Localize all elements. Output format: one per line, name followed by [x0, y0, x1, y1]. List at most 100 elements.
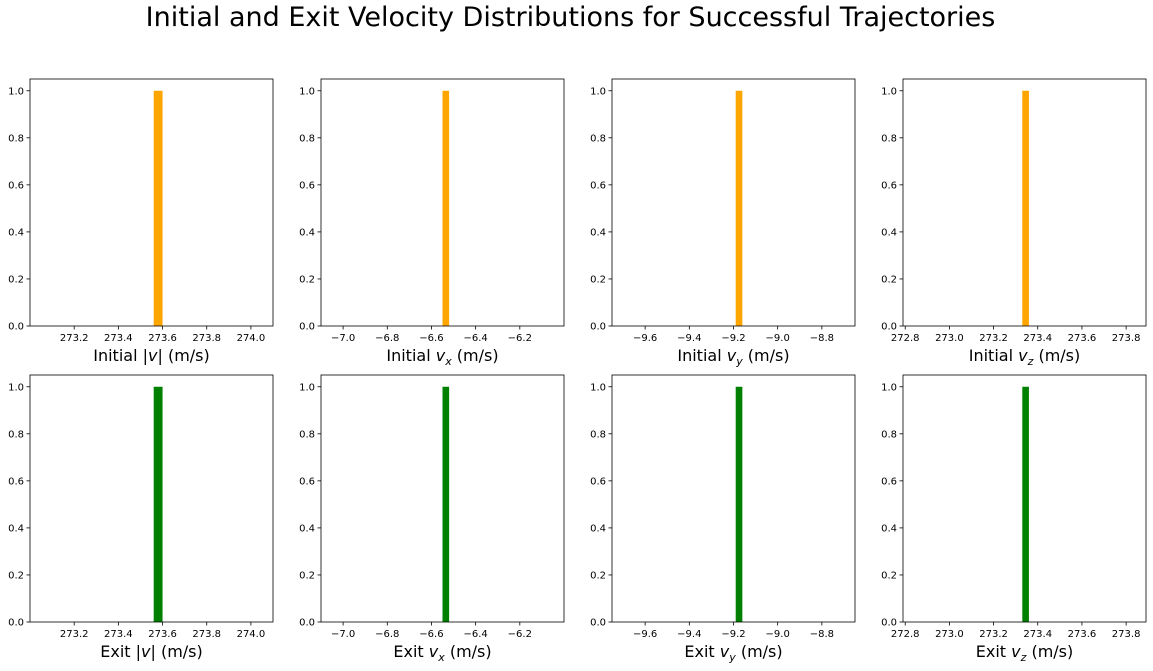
x-tick-label: 273.0: [935, 629, 964, 640]
x-tick-label: 273.2: [60, 629, 89, 640]
y-tick-label: 0.2: [590, 274, 606, 285]
x-tick-label: 273.2: [979, 629, 1008, 640]
axes-frame: [29, 78, 274, 327]
y-tick-label: 1.0: [299, 382, 315, 393]
x-tick-label: −6.8: [375, 333, 399, 344]
y-tick-label: 0.2: [881, 274, 897, 285]
y-tick-label: 0.8: [299, 133, 315, 144]
y-tick-label: 0.6: [881, 180, 897, 191]
y-tick-label: 0.8: [8, 133, 24, 144]
x-axis-label: Exit vx (m/s): [393, 642, 491, 664]
y-tick-label: 1.0: [881, 382, 897, 393]
x-tick-label: 273.8: [192, 629, 221, 640]
subplot-exit-4: 0.0 0.2 0.4 0.6 0.8 1.0 272.8 273.0 273.2 273.4 27…: [881, 374, 1147, 664]
y-tick-label: 0.4: [299, 227, 315, 238]
x-tick-label: 273.2: [60, 333, 89, 344]
subplot-exit-2: 0.0 0.2 0.4 0.6 0.8 1.0 −7.0 −6.8 −6.6 −6.4 −6.2 Ex…: [299, 374, 565, 664]
y-tick-label: 0.0: [299, 322, 315, 333]
x-axis-label: Exit vy (m/s): [684, 642, 782, 664]
x-tick-label: 273.8: [1112, 333, 1141, 344]
y-tick-label: 0.2: [8, 274, 24, 285]
y-tick-label: 0.0: [299, 618, 315, 629]
x-axis-label: Exit vz (m/s): [976, 642, 1074, 664]
x-tick-label: 273.8: [1112, 629, 1141, 640]
x-tick-label: −6.6: [419, 333, 443, 344]
x-tick-label: 273.2: [979, 333, 1008, 344]
x-tick-label: 272.8: [891, 629, 920, 640]
x-tick-label: 273.6: [1068, 333, 1097, 344]
y-tick-label: 0.8: [881, 133, 897, 144]
x-tick-label: −9.2: [721, 333, 745, 344]
y-tick-label: 0.8: [299, 429, 315, 440]
subplot-initial-4: 0.0 0.2 0.4 0.6 0.8 1.0 272.8 273.0 273.2 273.4 27…: [881, 78, 1147, 368]
y-tick-label: 0.4: [881, 227, 897, 238]
subplot-initial-3: 0.0 0.2 0.4 0.6 0.8 1.0 −9.6 −9.4 −9.2 −9.0 −8.8 In…: [590, 78, 856, 368]
y-tick-label: 0.0: [8, 322, 24, 333]
y-tick-label: 0.6: [299, 180, 315, 191]
x-tick-label: 272.8: [891, 333, 920, 344]
x-tick-label: −6.4: [463, 629, 487, 640]
x-tick-label: 273.4: [1023, 333, 1052, 344]
subplot-initial-2: 0.0 0.2 0.4 0.6 0.8 1.0 −7.0 −6.8 −6.6 −6.4 −6.2 In…: [299, 78, 565, 368]
y-tick-label: 0.0: [590, 618, 606, 629]
x-tick-label: 273.4: [1023, 629, 1052, 640]
y-tick-label: 1.0: [590, 86, 606, 97]
x-tick-label: −9.6: [633, 333, 657, 344]
histogram-bar: [442, 90, 450, 326]
y-tick-label: 1.0: [8, 382, 24, 393]
subplot-initial-1: 0.0 0.2 0.4 0.6 0.8 1.0 273.2 273.4 273.6 273.8 27…: [8, 78, 274, 365]
x-tick-label: 274.0: [237, 629, 266, 640]
x-tick-label: 273.0: [935, 333, 964, 344]
y-tick-label: 0.8: [590, 429, 606, 440]
y-tick-label: 0.2: [299, 570, 315, 581]
axes-frame: [902, 374, 1147, 623]
y-tick-label: 0.6: [8, 476, 24, 487]
x-tick-label: −6.2: [508, 629, 532, 640]
x-tick-label: −7.0: [331, 333, 355, 344]
x-tick-label: −9.0: [766, 333, 790, 344]
y-tick-label: 0.6: [590, 180, 606, 191]
subplot-exit-3: 0.0 0.2 0.4 0.6 0.8 1.0 −9.6 −9.4 −9.2 −9.0 −8.8 Ex…: [590, 374, 856, 664]
axes-frame: [320, 78, 565, 327]
y-tick-label: 0.0: [8, 618, 24, 629]
y-tick-label: 0.8: [8, 429, 24, 440]
y-tick-label: 0.0: [590, 322, 606, 333]
axes-frame: [902, 78, 1147, 327]
y-tick-label: 0.0: [881, 322, 897, 333]
x-axis-label: Initial vy (m/s): [677, 346, 789, 368]
x-tick-label: 273.4: [104, 333, 133, 344]
x-tick-label: 273.6: [148, 333, 177, 344]
histogram-bar: [153, 90, 163, 326]
y-tick-label: 1.0: [590, 382, 606, 393]
x-tick-label: −8.8: [810, 333, 834, 344]
x-tick-label: −8.8: [810, 629, 834, 640]
x-tick-label: −9.6: [633, 629, 657, 640]
figure-title: Initial and Exit Velocity Distributions …: [145, 2, 996, 33]
x-axis-label: Initial |v| (m/s): [93, 346, 210, 365]
y-tick-label: 0.6: [881, 476, 897, 487]
subplot-exit-1: 0.0 0.2 0.4 0.6 0.8 1.0 273.2 273.4 273.6 273.8 27…: [8, 374, 274, 661]
y-tick-label: 0.8: [881, 429, 897, 440]
y-tick-label: 1.0: [881, 86, 897, 97]
x-tick-label: −6.4: [463, 333, 487, 344]
x-tick-label: −9.4: [677, 333, 701, 344]
x-tick-label: 273.6: [148, 629, 177, 640]
x-axis-label: Initial vx (m/s): [386, 346, 498, 368]
y-tick-label: 0.4: [590, 227, 606, 238]
x-tick-label: 273.6: [1068, 629, 1097, 640]
x-tick-label: −6.6: [419, 629, 443, 640]
axes-frame: [29, 374, 274, 623]
y-tick-label: 0.2: [8, 570, 24, 581]
y-tick-label: 0.2: [881, 570, 897, 581]
x-tick-label: 274.0: [237, 333, 266, 344]
histogram-bar: [153, 386, 163, 622]
x-tick-label: 273.8: [192, 333, 221, 344]
y-tick-label: 0.0: [881, 618, 897, 629]
axes-frame: [611, 78, 856, 327]
histogram-bar: [442, 386, 450, 622]
histogram-bar: [1022, 90, 1029, 326]
x-tick-label: −6.2: [508, 333, 532, 344]
x-tick-label: −9.4: [677, 629, 701, 640]
y-tick-label: 0.4: [8, 227, 24, 238]
y-tick-label: 0.6: [299, 476, 315, 487]
